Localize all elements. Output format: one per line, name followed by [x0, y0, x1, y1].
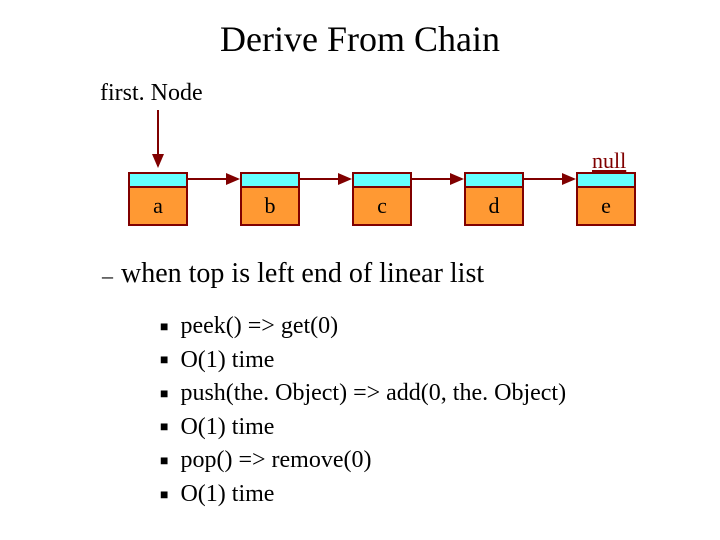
- node-value-label: e: [578, 188, 634, 224]
- square-bullet-icon: ■: [160, 420, 168, 435]
- firstnode-label: first. Node: [100, 80, 203, 107]
- bullet-item: ■ peek() => get(0): [160, 310, 566, 344]
- square-bullet-icon: ■: [160, 454, 168, 469]
- linked-list-node: c: [352, 172, 412, 226]
- page-title: Derive From Chain: [0, 0, 720, 60]
- bullet-item: ■ push(the. Object) => add(0, the. Objec…: [160, 377, 566, 411]
- node-value-label: b: [242, 188, 298, 224]
- bullet-item: ■ pop() => remove(0): [160, 444, 566, 478]
- bullet-text: O(1) time: [174, 347, 274, 373]
- square-bullet-icon: ■: [160, 320, 168, 335]
- linked-list-node: b: [240, 172, 300, 226]
- node-pointer-field: [130, 174, 186, 188]
- node-pointer-field: [354, 174, 410, 188]
- bullet-item: ■ O(1) time: [160, 344, 566, 378]
- linked-list-node: e: [576, 172, 636, 226]
- bullets-list: ■ peek() => get(0)■ O(1) time■ push(the.…: [160, 310, 566, 512]
- node-pointer-field: [578, 174, 634, 188]
- node-value-label: d: [466, 188, 522, 224]
- bullet-text: O(1) time: [174, 414, 274, 440]
- dash-icon: –: [102, 263, 113, 288]
- square-bullet-icon: ■: [160, 387, 168, 402]
- bullet-item: ■ O(1) time: [160, 411, 566, 445]
- node-pointer-field: [242, 174, 298, 188]
- bullet-item: ■ O(1) time: [160, 478, 566, 512]
- subhead-text: when top is left end of linear list: [121, 258, 484, 289]
- null-label: null: [592, 148, 626, 174]
- square-bullet-icon: ■: [160, 488, 168, 503]
- bullet-text: push(the. Object) => add(0, the. Object): [174, 380, 566, 406]
- node-value-label: c: [354, 188, 410, 224]
- bullet-text: pop() => remove(0): [174, 447, 371, 473]
- node-value-label: a: [130, 188, 186, 224]
- linked-list-node: d: [464, 172, 524, 226]
- square-bullet-icon: ■: [160, 353, 168, 368]
- subhead: –when top is left end of linear list: [102, 258, 484, 290]
- bullet-text: O(1) time: [174, 481, 274, 507]
- bullet-text: peek() => get(0): [174, 313, 338, 339]
- node-pointer-field: [466, 174, 522, 188]
- linked-list-node: a: [128, 172, 188, 226]
